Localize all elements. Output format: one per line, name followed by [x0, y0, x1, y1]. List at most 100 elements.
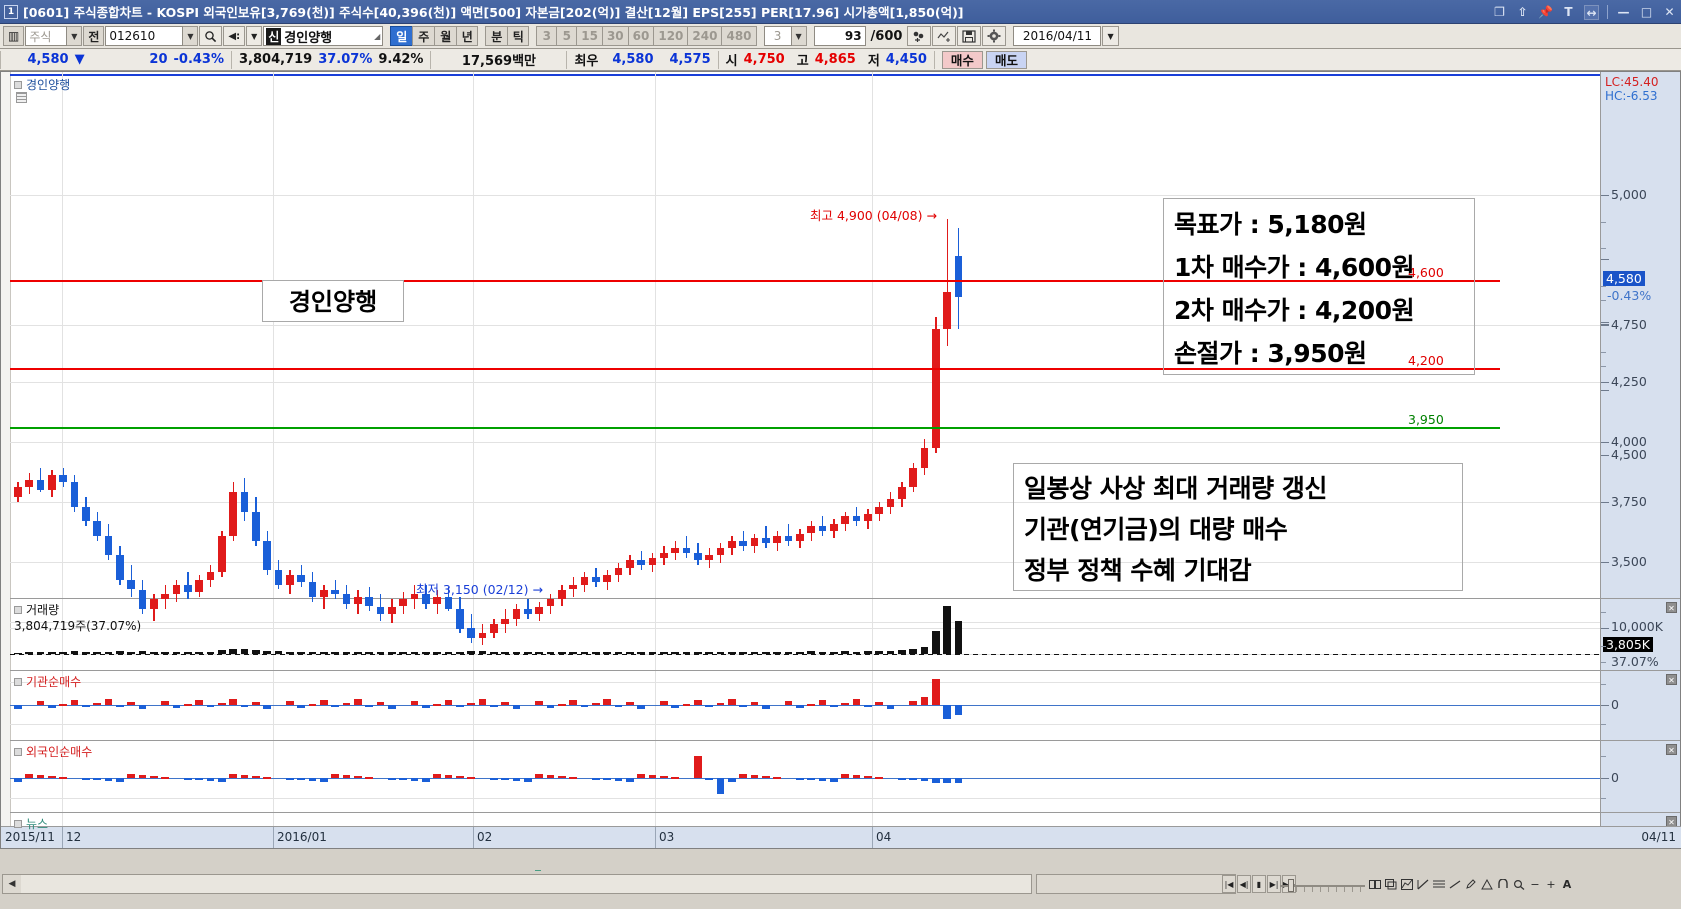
nav-play-button[interactable]: ▮ — [1252, 875, 1266, 893]
sound-icon[interactable]: ◀: — [223, 26, 246, 46]
panel-toggle-icon[interactable] — [14, 819, 22, 828]
zoom-slider-knob[interactable] — [1288, 879, 1294, 892]
buy-button[interactable]: 매수 — [941, 50, 983, 69]
minute-480[interactable]: 480 — [721, 26, 757, 46]
stock-name-box[interactable]: 신 경인양행 ◢ — [263, 26, 384, 46]
custom-interval-value[interactable]: 3 — [763, 26, 792, 46]
indicator-chart-icon[interactable] — [932, 26, 957, 46]
text-tool-icon[interactable]: A — [1562, 878, 1572, 891]
candle-body — [512, 609, 521, 619]
magnet-icon[interactable] — [1496, 877, 1510, 893]
search-icon[interactable] — [1512, 877, 1526, 893]
institution-bar — [954, 705, 963, 715]
save-icon[interactable] — [957, 26, 982, 46]
ray-icon[interactable] — [1448, 877, 1462, 893]
custom-interval[interactable]: 3 ▼ — [763, 26, 807, 46]
minute-3[interactable]: 3 — [536, 26, 557, 46]
bar-count-input[interactable]: 93 — [813, 26, 866, 46]
news-panel-label[interactable]: 뉴스 — [14, 815, 48, 832]
horizontal-scrollbar[interactable]: ◀ — [2, 874, 1032, 894]
candle-body — [388, 606, 396, 614]
panel-close-icon[interactable]: ✕ — [1666, 674, 1677, 685]
chevron-down-icon[interactable]: ▼ — [183, 26, 199, 46]
candle-body — [773, 535, 781, 544]
panel-toggle-icon[interactable] — [14, 80, 22, 89]
candle-body — [150, 599, 158, 609]
institution-bar — [331, 705, 339, 707]
main-panel-label[interactable]: 경인양행 — [14, 76, 70, 93]
panel-close-icon[interactable]: ✕ — [1666, 744, 1677, 755]
scroll-left-icon[interactable]: ◀ — [3, 875, 21, 893]
volume-panel-label[interactable]: 거래량 — [14, 601, 59, 618]
restore-icon[interactable]: ❐ — [1494, 4, 1505, 19]
close-button[interactable]: ✕ — [1664, 4, 1675, 19]
foreign-panel-label[interactable]: 외국인순매수 — [14, 743, 92, 760]
panel-close-icon[interactable]: ✕ — [1666, 602, 1677, 613]
minimize-button[interactable]: — — [1617, 4, 1630, 19]
minute-5[interactable]: 5 — [556, 26, 577, 46]
window-cascade-icon[interactable] — [1384, 877, 1398, 893]
layout-grid-icon[interactable]: ▥ — [3, 26, 25, 46]
code-input-group[interactable]: 012610 ▼ — [105, 26, 199, 46]
pin-icon[interactable]: 📌 — [1538, 4, 1553, 19]
period-year[interactable]: 년 — [456, 26, 479, 46]
institution-panel-label[interactable]: 기관순매수 — [14, 673, 81, 690]
price-axis[interactable]: LC:45.40 HC:-6.53 5,000 4,750 4,500 4,25… — [1600, 72, 1680, 848]
sound-chevron-down-icon[interactable]: ▼ — [246, 26, 263, 46]
annotation-stock-name[interactable]: 경인양행 — [262, 280, 404, 322]
fibonacci-icon[interactable] — [1432, 877, 1446, 893]
period-tick[interactable]: 틱 — [507, 26, 530, 46]
minute-30[interactable]: 30 — [601, 26, 628, 46]
minute-240[interactable]: 240 — [687, 26, 722, 46]
chevron-down-icon[interactable]: ▼ — [791, 26, 807, 46]
zoom-slider[interactable] — [1280, 879, 1365, 892]
zoom-out-icon[interactable]: − — [1530, 878, 1540, 891]
resize-icon[interactable]: ↔ — [1584, 4, 1599, 20]
panel-toggle-icon[interactable] — [14, 747, 22, 756]
foreign-bar — [637, 774, 645, 778]
nav-first-button[interactable]: |◀ — [1222, 875, 1236, 893]
annotation-target-line: 1차 매수가 : 4,600원 — [1174, 253, 1415, 282]
period-day[interactable]: 일 — [390, 26, 413, 46]
maximize-button[interactable]: □ — [1640, 4, 1653, 19]
nav-next-button[interactable]: ▶| — [1267, 875, 1281, 893]
sell-button[interactable]: 매도 — [985, 50, 1027, 69]
zoom-in-icon[interactable]: + — [1546, 878, 1556, 891]
window-tile-icon[interactable] — [1368, 877, 1382, 893]
period-month[interactable]: 월 — [434, 26, 457, 46]
market-select[interactable]: 주식 ▼ — [25, 26, 83, 46]
date-input[interactable]: 2016/04/11 — [1013, 26, 1102, 46]
code-input[interactable]: 012610 — [105, 26, 184, 46]
minute-15[interactable]: 15 — [576, 26, 602, 46]
prev-code-button[interactable]: 전 — [83, 26, 105, 46]
crosshair-icon[interactable] — [1400, 877, 1414, 893]
panel-toggle-icon[interactable] — [14, 605, 22, 614]
text-icon[interactable]: T — [1564, 4, 1573, 19]
candle-body — [546, 599, 555, 607]
date-chevron-down-icon[interactable]: ▼ — [1102, 26, 1119, 46]
scroll-thumb[interactable] — [1036, 874, 1236, 894]
institution-bar — [410, 701, 419, 705]
search-icon[interactable] — [199, 26, 223, 46]
trend-line-icon[interactable] — [1416, 877, 1430, 893]
add-indicator-icon[interactable] — [907, 26, 932, 46]
chevron-down-icon[interactable]: ▼ — [67, 26, 83, 46]
minute-120[interactable]: 120 — [653, 26, 688, 46]
gear-icon[interactable] — [982, 26, 1007, 46]
period-week[interactable]: 주 — [412, 26, 435, 46]
period-minute[interactable]: 분 — [485, 26, 508, 46]
minute-60[interactable]: 60 — [627, 26, 654, 46]
pencil-icon[interactable] — [1464, 877, 1478, 893]
system-menu-icon[interactable]: 1 — [4, 4, 18, 19]
pin-up-icon[interactable]: ⇧ — [1517, 4, 1528, 19]
plot-area[interactable]: 4,600 4,200 3,950 최고 4,900 (04/08) → 최저 … — [10, 72, 1600, 894]
measure-icon[interactable] — [1480, 877, 1494, 893]
institution-panel-label-text: 기관순매수 — [26, 675, 82, 689]
chart-canvas[interactable]: LC:45.40 HC:-6.53 5,000 4,750 4,500 4,25… — [0, 71, 1681, 894]
annotation-target-prices[interactable]: 목표가 : 5,180원 1차 매수가 : 4,600원 2차 매수가 : 4,… — [1163, 198, 1475, 375]
panel-settings-icon[interactable] — [16, 92, 27, 103]
nav-prev-button[interactable]: ◀| — [1237, 875, 1251, 893]
panel-toggle-icon[interactable] — [14, 677, 22, 686]
date-axis[interactable]: 2015/11 12 2016/01 02 03 04 04/11 — [1, 826, 1681, 848]
annotation-notes[interactable]: 일봉상 사상 최대 거래량 갱신 기관(연기금)의 대량 매수 정부 정책 수혜… — [1013, 463, 1463, 591]
